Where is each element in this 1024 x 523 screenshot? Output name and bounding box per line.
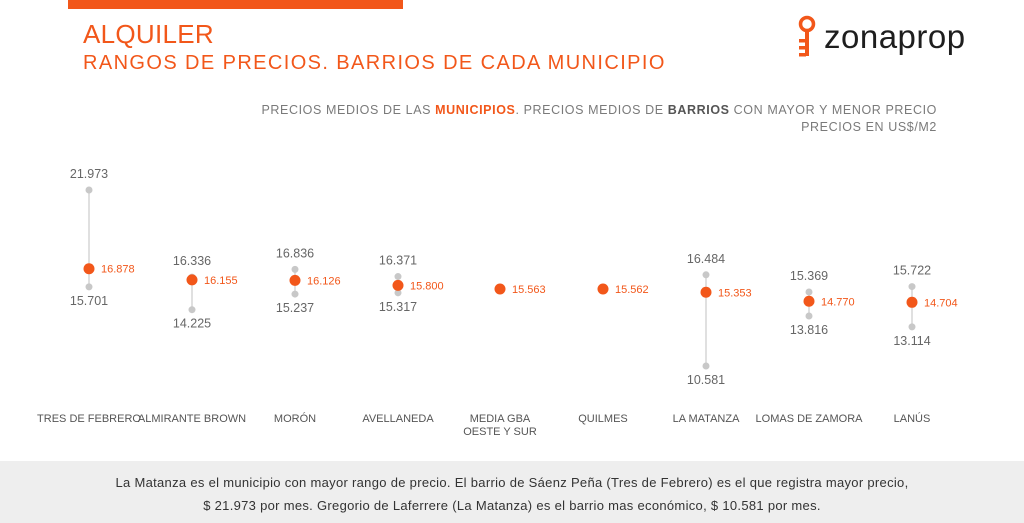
min-barrio-label: 15.701 (70, 294, 108, 308)
category-label: MORÓN (274, 412, 316, 425)
min-barrio-point (188, 306, 196, 314)
min-barrio-label: 10.581 (687, 373, 725, 387)
max-barrio-label: 21.973 (70, 167, 108, 181)
municipio-mean-point (597, 283, 609, 295)
min-barrio-label: 15.237 (276, 301, 314, 315)
chart-note-line2: PRECIOS EN US$/M2 (801, 120, 937, 134)
category-label: MEDIA GBA OESTE Y SUR (463, 413, 537, 438)
municipio-mean-point (289, 274, 301, 286)
category-label: QUILMES (578, 413, 628, 425)
min-barrio-point (291, 290, 299, 298)
price-range-chart: 21.973 15.701 16.878 TRES DE FEBRERO 16.336 1… (37, 167, 958, 438)
max-barrio-label: 15.722 (893, 264, 931, 278)
note-highlight-municipios: MUNICIPIOS (435, 103, 516, 117)
min-barrio-point (908, 323, 916, 331)
max-barrio-point (702, 271, 710, 279)
category-label: LOMAS DE ZAMORA (756, 413, 864, 425)
category-label: LANÚS (894, 412, 931, 425)
municipio-mean-label: 16.878 (101, 264, 135, 276)
category-label: LA MATANZA (673, 413, 740, 425)
municipio-mean-point (700, 286, 712, 298)
municipio-mean-label: 14.704 (924, 297, 958, 309)
max-barrio-point (908, 283, 916, 291)
max-barrio-label: 16.484 (687, 252, 725, 266)
max-barrio-label: 16.371 (379, 254, 417, 268)
municipio-mean-point (392, 279, 404, 291)
municipio-mean-label: 15.563 (512, 284, 546, 296)
min-barrio-label: 14.225 (173, 317, 211, 331)
min-barrio-label: 15.317 (379, 300, 417, 314)
municipio-mean-point (186, 274, 198, 286)
note-text: . PRECIOS MEDIOS DE (515, 103, 668, 117)
max-barrio-point (291, 265, 299, 273)
chart-note-line1: PRECIOS MEDIOS DE LAS MUNICIPIOS. PRECIO… (261, 103, 937, 117)
min-barrio-point (85, 283, 93, 291)
category-label: TRES DE FEBRERO (37, 413, 141, 425)
min-barrio-label: 13.114 (893, 334, 930, 348)
municipio-mean-label: 14.770 (821, 296, 855, 308)
municipio-mean-point (83, 263, 95, 275)
header-accent-bar (68, 0, 403, 9)
municipio-mean-label: 15.562 (615, 284, 649, 296)
max-barrio-label: 16.336 (173, 254, 211, 268)
max-barrio-label: 16.836 (276, 246, 314, 260)
municipio-mean-label: 16.126 (307, 275, 341, 287)
page-title: ALQUILER (83, 19, 215, 49)
category-label: ALMIRANTE BROWN (138, 413, 246, 425)
page-subtitle: RANGOS DE PRECIOS. BARRIOS DE CADA MUNIC… (83, 52, 666, 74)
max-barrio-point (85, 186, 93, 194)
max-barrio-label: 15.369 (790, 269, 828, 283)
footer-line-1: La Matanza es el municipio con mayor ran… (115, 475, 909, 490)
key-icon (798, 15, 816, 57)
municipio-mean-point (494, 283, 506, 295)
max-barrio-point (805, 288, 813, 296)
category-label: AVELLANEDA (362, 413, 434, 425)
municipio-mean-point (906, 296, 918, 308)
logo-text: zonaprop (824, 18, 966, 55)
max-barrio-point (394, 273, 402, 281)
note-highlight-barrios: BARRIOS (667, 103, 730, 117)
min-barrio-point (394, 289, 402, 297)
note-text: CON MAYOR Y MENOR PRECIO (729, 103, 937, 117)
min-barrio-point (702, 362, 710, 370)
municipio-mean-label: 15.353 (718, 287, 752, 299)
zonaprop-logo: zonaprop (796, 14, 966, 60)
footer-line-2: $ 21.973 por mes. Gregorio de Laferrere … (203, 498, 821, 513)
municipio-mean-label: 16.155 (204, 275, 238, 287)
municipio-mean-label: 15.800 (410, 280, 444, 292)
note-text: PRECIOS MEDIOS DE LAS (261, 103, 436, 117)
footer-summary: La Matanza es el municipio con mayor ran… (0, 461, 1024, 523)
min-barrio-point (805, 312, 813, 320)
municipio-mean-point (803, 295, 815, 307)
min-barrio-label: 13.816 (790, 323, 828, 337)
